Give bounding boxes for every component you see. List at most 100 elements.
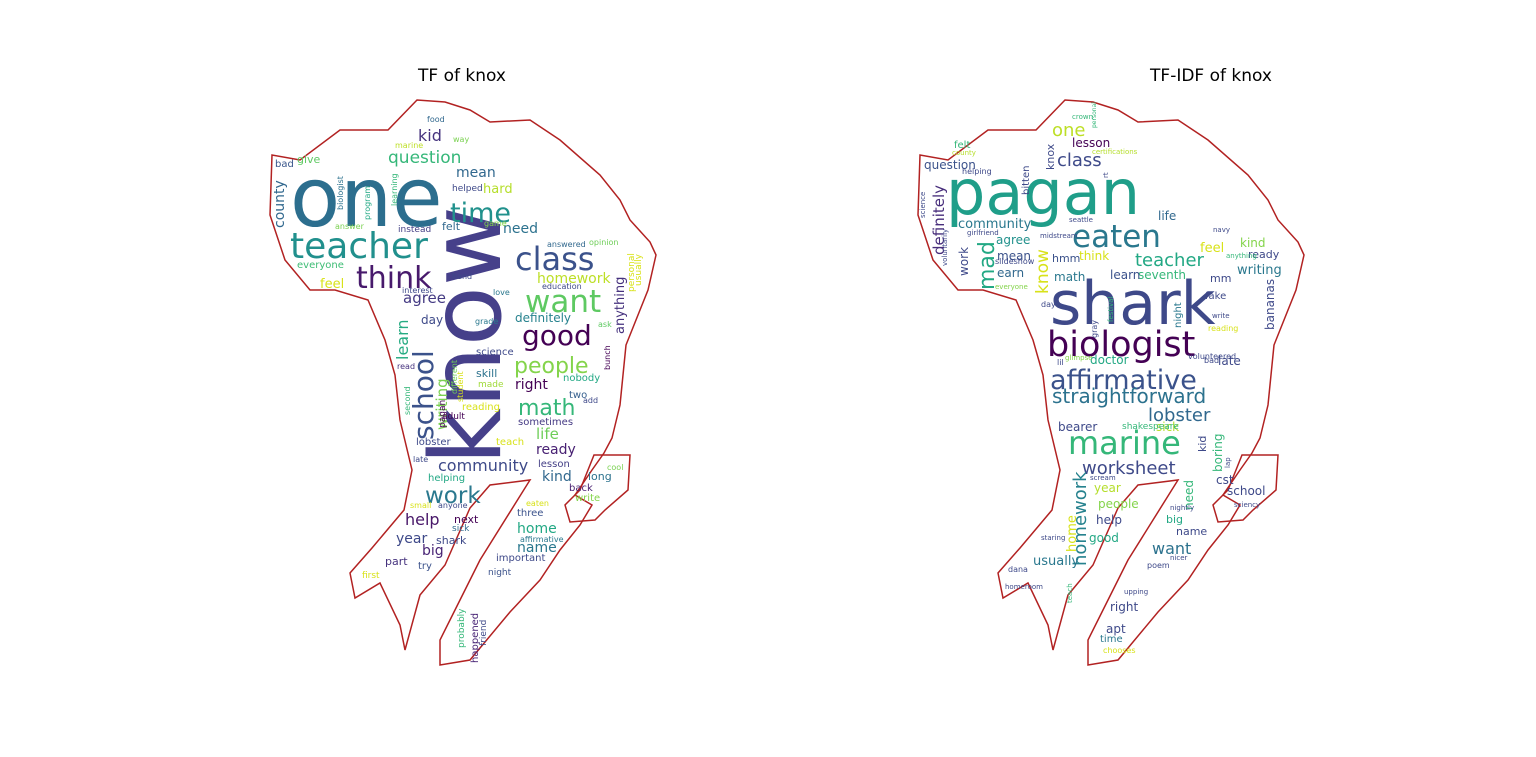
- word-felt: felt: [442, 220, 461, 233]
- word-boring: boring: [1211, 434, 1225, 472]
- word-sick: sick: [452, 524, 470, 534]
- word-answered: answered: [547, 240, 586, 249]
- word-read: read: [397, 362, 415, 371]
- word-definitely: definitely: [930, 185, 948, 255]
- word-eaten: eaten: [526, 499, 549, 508]
- word-question: question: [388, 148, 461, 168]
- word-home: home: [1065, 515, 1080, 552]
- word-personal: personal: [627, 253, 637, 292]
- word-know: know: [1033, 249, 1053, 294]
- word-name: name: [1176, 525, 1207, 538]
- word-mean: mean: [997, 249, 1031, 263]
- word-doctor: doctor: [1090, 353, 1129, 367]
- word-help: help: [405, 510, 440, 529]
- word-late: late: [413, 455, 428, 464]
- word-class: class: [515, 240, 594, 278]
- word-bunch: bunch: [603, 345, 612, 370]
- word-bad: bad: [1204, 356, 1219, 365]
- word-earn: earn: [997, 266, 1024, 280]
- word-marine: marine: [1068, 424, 1181, 462]
- word-love: love: [493, 288, 510, 297]
- word-grade: grade: [475, 317, 498, 326]
- word-science: science: [476, 347, 514, 358]
- word-nightly: nightly: [1170, 504, 1194, 512]
- word-interest: interest: [402, 286, 433, 295]
- word-sick: sick: [1156, 420, 1179, 434]
- word-name: name: [517, 540, 557, 556]
- word-scream: scream: [1090, 474, 1116, 482]
- word-late: late: [1218, 354, 1241, 368]
- word-festival: festival: [1107, 296, 1115, 322]
- word-knox: knox: [1044, 143, 1057, 170]
- word-write: write: [1212, 312, 1230, 320]
- word-program: program: [363, 186, 372, 220]
- word-everyone: everyone: [995, 283, 1028, 291]
- word-science: science: [919, 192, 927, 218]
- word-helping: helping: [962, 167, 992, 176]
- word-eaten: eaten: [1072, 219, 1161, 255]
- word-school: school: [1227, 484, 1265, 498]
- word-think: think: [1079, 249, 1109, 263]
- word-life: life: [536, 425, 559, 443]
- word-cool: cool: [607, 463, 623, 472]
- word-worksheet: worksheet: [1082, 458, 1176, 479]
- word-personal: personal: [1091, 102, 1098, 128]
- mask-outline-right: [1212, 454, 1279, 523]
- word-year: year: [1094, 481, 1121, 495]
- word-slideshow: slideshow: [995, 257, 1035, 266]
- word-game: game: [484, 219, 507, 228]
- word-big: big: [422, 543, 444, 559]
- word-fake: fake: [1205, 291, 1226, 302]
- word-important: important: [496, 553, 545, 564]
- word-instead: instead: [398, 225, 431, 235]
- word-give: give: [297, 153, 321, 166]
- word-skill: skill: [476, 367, 497, 380]
- word-lobster: lobster: [1148, 405, 1211, 426]
- word-rt: rt: [1102, 172, 1110, 178]
- word-hand: hand: [452, 272, 472, 281]
- word-glimpse: glimpse: [1065, 354, 1093, 362]
- word-lesson: lesson: [1072, 136, 1110, 150]
- mask-outline-right: [564, 454, 631, 523]
- word-hard: hard: [483, 182, 513, 197]
- word-sciency: sciency: [1234, 501, 1260, 509]
- word-want: want: [525, 284, 601, 320]
- word-write: write: [575, 493, 600, 504]
- word-question: question: [924, 158, 976, 172]
- mask-outline: [269, 99, 657, 666]
- word-navy: navy: [1213, 226, 1230, 234]
- word-need: need: [1182, 480, 1196, 510]
- word-anyone: anyone: [438, 501, 468, 510]
- word-homeroom: homeroom: [1005, 583, 1043, 591]
- word-way: way: [453, 135, 469, 144]
- word-school: school: [407, 350, 440, 440]
- word-teacher: teacher: [290, 226, 428, 267]
- word-shark: shark: [1050, 269, 1216, 339]
- word-learning: learning: [390, 173, 399, 206]
- word-kind: kind: [1240, 236, 1266, 250]
- word-upping: upping: [1124, 588, 1148, 596]
- word-voluntarily: voluntarily: [941, 229, 949, 266]
- word-mean: mean: [456, 165, 496, 181]
- word-agree: agree: [996, 233, 1030, 247]
- word-homework: homework: [537, 271, 611, 287]
- word-community: community: [958, 217, 1032, 232]
- word-marine: marine: [395, 141, 423, 150]
- word-part: part: [385, 555, 408, 568]
- word-county: county: [952, 149, 976, 157]
- word-teach: teach: [1066, 583, 1074, 603]
- word-class: class: [1057, 150, 1102, 171]
- word-day: day: [421, 313, 443, 327]
- word-gray: gray: [1090, 320, 1099, 338]
- word-life: life: [1158, 209, 1176, 223]
- word-writing: writing: [1237, 263, 1282, 278]
- word-year: year: [396, 531, 427, 547]
- word-homework: homework: [1070, 471, 1091, 566]
- word-agree: agree: [403, 289, 446, 307]
- word-learn: learn: [1110, 268, 1140, 282]
- mask-outline: [917, 99, 1305, 666]
- word-helped: helped: [452, 184, 483, 194]
- word-lobster: lobster: [416, 437, 452, 448]
- word-math: math: [518, 396, 575, 421]
- word-one: one: [290, 151, 443, 246]
